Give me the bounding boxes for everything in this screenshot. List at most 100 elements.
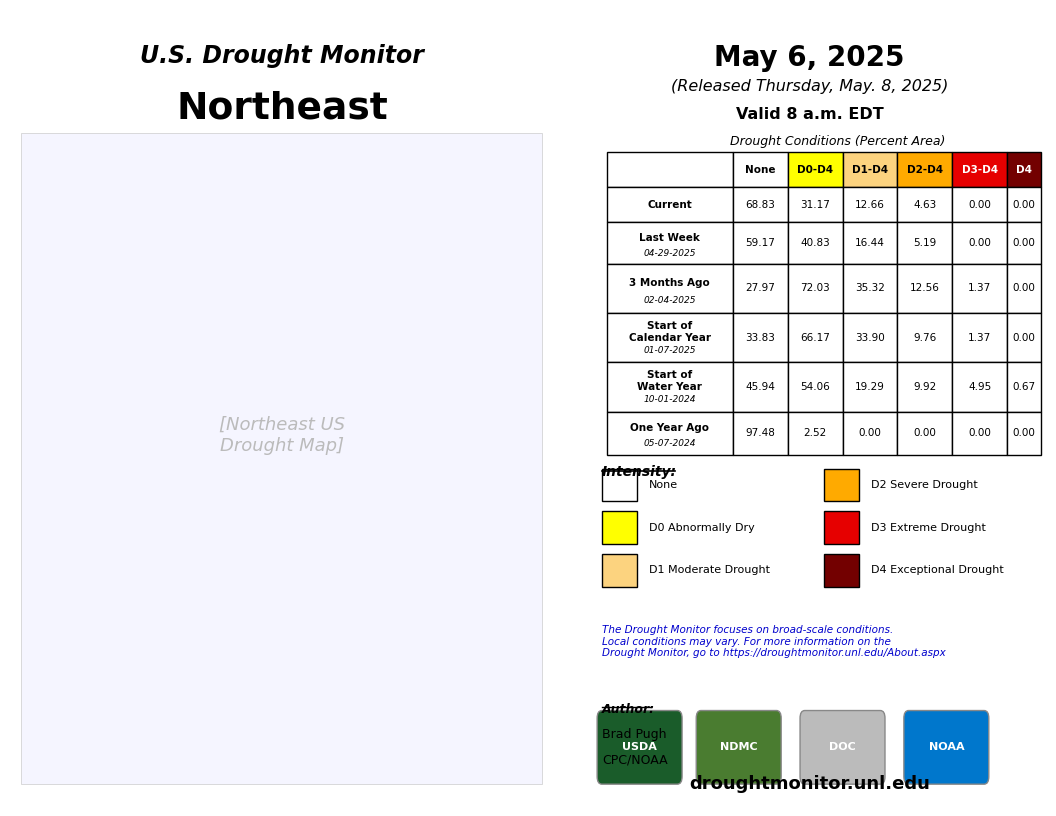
- Text: USDA: USDA: [622, 743, 657, 752]
- Text: 0.00: 0.00: [1013, 200, 1035, 210]
- Text: May 6, 2025: May 6, 2025: [714, 44, 905, 72]
- Bar: [824, 468, 859, 501]
- Text: 4.63: 4.63: [913, 200, 937, 210]
- Text: 02-04-2025: 02-04-2025: [643, 296, 696, 305]
- Text: Last Week: Last Week: [639, 233, 700, 243]
- Bar: [898, 264, 953, 313]
- Bar: [733, 188, 788, 223]
- Bar: [788, 188, 843, 223]
- Bar: [843, 153, 898, 188]
- Text: Start of
Calendar Year: Start of Calendar Year: [628, 321, 711, 343]
- Bar: [788, 412, 843, 455]
- Text: D4 Exceptional Drought: D4 Exceptional Drought: [871, 565, 1003, 575]
- Bar: [898, 313, 953, 362]
- Text: 19.29: 19.29: [855, 382, 885, 392]
- Text: 59.17: 59.17: [746, 238, 775, 248]
- FancyBboxPatch shape: [800, 711, 885, 784]
- Text: 12.56: 12.56: [910, 283, 940, 294]
- Text: One Year Ago: One Year Ago: [630, 423, 710, 433]
- Text: 16.44: 16.44: [855, 238, 885, 248]
- Text: 10-01-2024: 10-01-2024: [643, 395, 696, 404]
- Bar: [733, 153, 788, 188]
- Bar: [898, 188, 953, 223]
- Bar: [1007, 264, 1041, 313]
- Bar: [788, 223, 843, 264]
- Text: Intensity:: Intensity:: [602, 465, 677, 479]
- Text: Start of
Water Year: Start of Water Year: [638, 370, 702, 392]
- Bar: [602, 554, 637, 587]
- Bar: [953, 412, 1007, 455]
- Bar: [606, 264, 733, 313]
- Bar: [606, 412, 733, 455]
- Text: 0.00: 0.00: [1013, 333, 1035, 343]
- Bar: [733, 264, 788, 313]
- Bar: [1007, 223, 1041, 264]
- Bar: [1007, 313, 1041, 362]
- Text: 35.32: 35.32: [855, 283, 885, 294]
- Bar: [898, 362, 953, 412]
- Text: 0.00: 0.00: [859, 428, 882, 438]
- Bar: [898, 223, 953, 264]
- Text: 01-07-2025: 01-07-2025: [643, 346, 696, 355]
- Text: 0.00: 0.00: [968, 238, 991, 248]
- Text: 0.00: 0.00: [1013, 428, 1035, 438]
- Bar: [788, 153, 843, 188]
- Text: 5.19: 5.19: [913, 238, 937, 248]
- FancyBboxPatch shape: [696, 711, 781, 784]
- Text: 0.67: 0.67: [1013, 382, 1036, 392]
- Bar: [606, 313, 733, 362]
- Text: (Released Thursday, May. 8, 2025): (Released Thursday, May. 8, 2025): [671, 79, 948, 94]
- Text: 4.95: 4.95: [968, 382, 992, 392]
- Text: 9.76: 9.76: [913, 333, 937, 343]
- Text: Drought Conditions (Percent Area): Drought Conditions (Percent Area): [730, 135, 945, 148]
- Bar: [733, 313, 788, 362]
- Text: 33.83: 33.83: [746, 333, 775, 343]
- Text: None: None: [649, 480, 678, 490]
- Text: None: None: [746, 165, 776, 175]
- Bar: [953, 153, 1007, 188]
- Bar: [1007, 412, 1041, 455]
- Bar: [788, 362, 843, 412]
- Text: NOAA: NOAA: [928, 743, 964, 752]
- Text: 27.97: 27.97: [746, 283, 775, 294]
- Bar: [1007, 153, 1041, 188]
- Text: NDMC: NDMC: [720, 743, 757, 752]
- Text: D3-D4: D3-D4: [962, 165, 998, 175]
- Text: 0.00: 0.00: [968, 200, 991, 210]
- Bar: [843, 313, 898, 362]
- Bar: [843, 362, 898, 412]
- Text: The Drought Monitor focuses on broad-scale conditions.
Local conditions may vary: The Drought Monitor focuses on broad-sca…: [602, 625, 945, 659]
- Bar: [788, 313, 843, 362]
- Text: 0.00: 0.00: [913, 428, 937, 438]
- Bar: [606, 153, 733, 188]
- FancyBboxPatch shape: [904, 711, 988, 784]
- Text: D3 Extreme Drought: D3 Extreme Drought: [871, 522, 985, 533]
- Text: 2.52: 2.52: [804, 428, 827, 438]
- Text: 1.37: 1.37: [968, 333, 992, 343]
- Text: DOC: DOC: [829, 743, 856, 752]
- Text: 04-29-2025: 04-29-2025: [643, 249, 696, 258]
- Bar: [953, 223, 1007, 264]
- Bar: [953, 313, 1007, 362]
- Bar: [843, 223, 898, 264]
- Text: Current: Current: [647, 200, 692, 210]
- Bar: [824, 554, 859, 587]
- Text: 97.48: 97.48: [746, 428, 775, 438]
- Text: 40.83: 40.83: [800, 238, 830, 248]
- Bar: [606, 223, 733, 264]
- Text: 45.94: 45.94: [746, 382, 775, 392]
- Text: 3 Months Ago: 3 Months Ago: [629, 277, 711, 287]
- Bar: [733, 223, 788, 264]
- Text: 1.37: 1.37: [968, 283, 992, 294]
- Text: D1-D4: D1-D4: [852, 165, 888, 175]
- Bar: [606, 362, 733, 412]
- Text: 0.00: 0.00: [968, 428, 991, 438]
- Bar: [843, 188, 898, 223]
- Bar: [953, 264, 1007, 313]
- Bar: [733, 412, 788, 455]
- Text: D2-D4: D2-D4: [907, 165, 943, 175]
- FancyBboxPatch shape: [597, 711, 682, 784]
- Bar: [824, 512, 859, 543]
- Text: D1 Moderate Drought: D1 Moderate Drought: [649, 565, 770, 575]
- Bar: [898, 153, 953, 188]
